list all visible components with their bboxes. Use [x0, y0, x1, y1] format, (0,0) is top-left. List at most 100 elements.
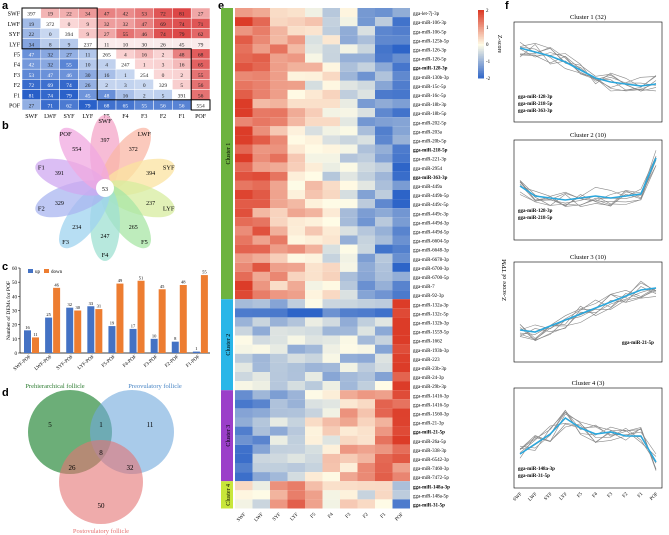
c-bar-down-label: 49: [118, 278, 123, 283]
petal-count-lwf: 372: [129, 147, 138, 153]
zscore-cell: [305, 26, 323, 36]
heatmap-row-label: F2: [14, 83, 20, 89]
zscore-cell: [357, 399, 375, 409]
zscore-cell: [252, 408, 270, 418]
f-x-tick-label: F4: [592, 492, 600, 500]
zscore-cell: [270, 62, 288, 72]
f-gene-label: gga-miR-218-5p: [518, 216, 553, 221]
zscore-cell: [235, 8, 253, 18]
gene-label: gga-miR-1559-5p: [413, 331, 449, 336]
zscore-cell: [270, 244, 288, 254]
f-gene-label: gga-miR-128-3p: [518, 95, 553, 100]
zscore-cell: [305, 44, 323, 54]
zscore-cell: [252, 490, 270, 500]
zscore-cell: [322, 353, 340, 363]
c-bar-down: [158, 289, 166, 353]
petal-label-f3: F3: [62, 239, 69, 246]
zscore-cell: [322, 71, 340, 81]
zscore-cell: [340, 135, 358, 145]
zscore-cell: [235, 62, 253, 72]
zscore-cell: [340, 481, 358, 491]
zscore-cell: [305, 390, 323, 400]
zscore-cell: [375, 217, 393, 227]
zscore-cell: [375, 144, 393, 154]
petal-count-f2: 329: [55, 201, 64, 207]
zscore-cell: [322, 444, 340, 454]
zscore-cell: [270, 472, 288, 482]
zscore-cell: [235, 390, 253, 400]
zscore-cell: [340, 308, 358, 318]
heatmap-cell-value: 45: [179, 42, 185, 48]
zscore-cell: [392, 490, 410, 500]
zscore-cell: [287, 53, 305, 63]
zscore-cell: [305, 208, 323, 218]
zscore-cell: [375, 481, 393, 491]
zscore-cell: [305, 417, 323, 427]
zscore-col-label: SWF: [236, 512, 247, 523]
c-bar-up-label: 16: [25, 325, 30, 330]
zscore-cell: [287, 372, 305, 382]
zscore-cell: [340, 199, 358, 209]
zscore-cell: [270, 217, 288, 227]
zscore-cell: [357, 408, 375, 418]
zscore-cell: [357, 444, 375, 454]
zscore-cell: [270, 180, 288, 190]
zscore-cell: [305, 135, 323, 145]
zscore-cell: [270, 463, 288, 473]
heatmap-cell-value: 0: [162, 73, 165, 79]
zscore-cell: [270, 426, 288, 436]
flower-center-count: 53: [102, 187, 108, 193]
zscore-cell: [235, 71, 253, 81]
zscore-cell: [305, 62, 323, 72]
zscore-cell: [392, 271, 410, 281]
petal-label-lwf: LWF: [138, 131, 152, 138]
c-bar-down: [137, 280, 145, 353]
zscore-cell: [357, 80, 375, 90]
zscore-cell: [340, 390, 358, 400]
zscore-cell: [357, 262, 375, 272]
zscore-cell: [235, 217, 253, 227]
heatmap-cell-value: 53: [141, 12, 147, 18]
f-x-tick-label: LWF: [528, 492, 539, 503]
zscore-cell: [270, 162, 288, 172]
zscore-cell: [392, 171, 410, 181]
zscore-cell: [392, 162, 410, 172]
zscore-cell: [287, 180, 305, 190]
zscore-cell: [392, 99, 410, 109]
scale-gradient-step: [478, 76, 484, 79]
zscore-cell: [252, 308, 270, 318]
heatmap-col-label: POF: [195, 114, 207, 120]
zscore-cell: [340, 226, 358, 236]
zscore-cell: [287, 35, 305, 45]
c-legend-up-swatch: [28, 269, 33, 273]
f-x-tick-label: F3: [607, 492, 615, 500]
f-gene-line: [519, 165, 657, 207]
zscore-cell: [340, 89, 358, 99]
zscore-cell: [252, 253, 270, 263]
petal-count-pof: 554: [72, 147, 81, 153]
cluster-bar-2: [221, 299, 233, 391]
scale-gradient-step: [478, 32, 484, 35]
gene-label: gga-miR-1560-3p: [413, 413, 449, 418]
zscore-cell: [235, 17, 253, 27]
zscore-cell: [392, 190, 410, 200]
zscore-cell: [270, 308, 288, 318]
heatmap-col-label: LWF: [44, 114, 57, 120]
zscore-cell: [322, 44, 340, 54]
zscore-cell: [357, 71, 375, 81]
zscore-cell: [287, 71, 305, 81]
scale-tick: -2: [486, 77, 491, 82]
c-bar-up: [66, 307, 74, 353]
zscore-cell: [252, 180, 270, 190]
heatmap-cell-value: 79: [66, 93, 72, 99]
venn-count-post-only: 50: [98, 502, 106, 510]
cluster-bar-1: [221, 8, 233, 300]
zscore-cell: [340, 108, 358, 118]
zscore-cell: [252, 35, 270, 45]
heatmap-cell-value: 372: [46, 22, 55, 28]
zscore-cell: [235, 180, 253, 190]
zscore-cell: [357, 481, 375, 491]
gene-label: gga-miR-449d-5p: [413, 231, 449, 236]
zscore-cell: [340, 472, 358, 482]
zscore-cell: [322, 499, 340, 509]
